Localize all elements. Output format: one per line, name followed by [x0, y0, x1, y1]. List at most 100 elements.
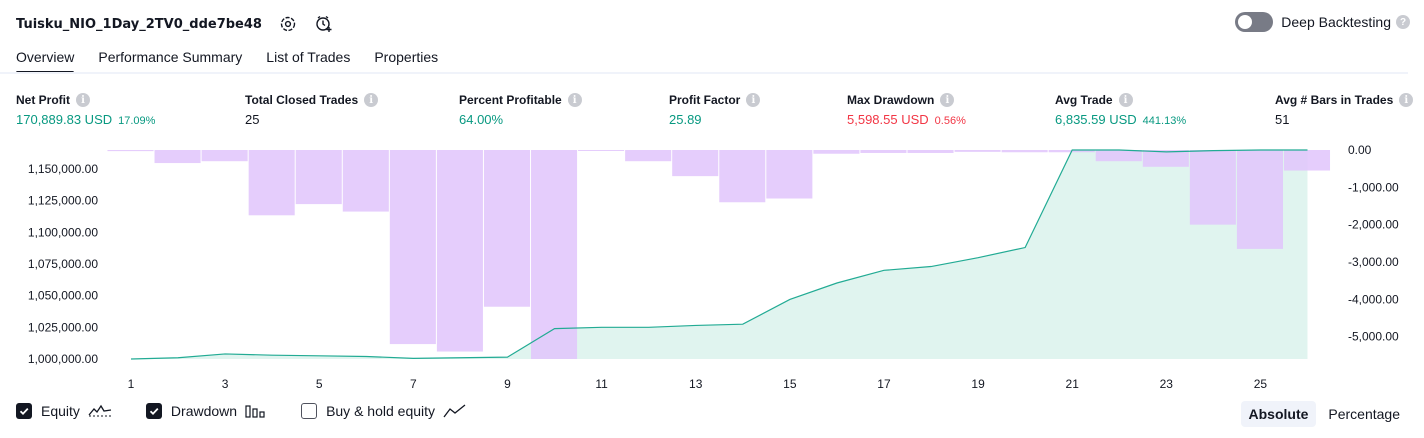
drawdown-label: Drawdown	[170, 403, 238, 419]
drawdown-bar	[483, 150, 531, 307]
strategy-title: Tuisku_NIO_1Day_2TV0_dde7be48	[16, 16, 262, 32]
drawdown-bar	[436, 150, 483, 352]
metric-net-profit: Net Profit i 170,889.83 USD 17.09%	[16, 93, 155, 127]
metric-avg-trade: Avg Trade i 6,835.59 USD 441.13%	[1055, 93, 1186, 127]
help-icon[interactable]: ?	[1396, 15, 1410, 29]
drawdown-bar	[389, 150, 436, 345]
legend-drawdown[interactable]: Drawdown	[145, 403, 267, 419]
info-icon[interactable]: i	[1399, 93, 1414, 107]
chart-legend: Equity Drawdown Buy & hold equity	[16, 403, 501, 419]
drawdown-bar	[107, 150, 154, 152]
tab-performance-summary[interactable]: Performance Summary	[98, 49, 243, 65]
legend-buy-hold[interactable]: Buy & hold equity	[301, 403, 467, 419]
drawdown-bar	[154, 150, 201, 164]
left-axis-tick-label: 1,075,000.00	[28, 257, 98, 271]
x-axis-tick-label: 19	[971, 377, 985, 391]
tab-properties[interactable]: Properties	[374, 49, 439, 65]
tab-bar: Overview Performance Summary List of Tra…	[16, 46, 462, 74]
right-axis-tick-label: 0.00	[1348, 143, 1372, 157]
metric-total-closed-trades: Total Closed Trades i 25	[245, 93, 379, 127]
metric-value: 6,835.59 USD	[1055, 112, 1137, 127]
x-axis-tick-label: 1	[128, 377, 135, 391]
drawdown-bar	[201, 150, 248, 162]
drawdown-bar	[954, 150, 1001, 152]
buy-hold-line-icon	[443, 403, 467, 419]
metric-value: 5,598.55 USD	[847, 112, 929, 127]
left-axis-tick-label: 1,150,000.00	[28, 162, 98, 176]
metric-max-drawdown: Max Drawdown i 5,598.55 USD 0.56%	[847, 93, 966, 127]
equity-drawdown-chart: 1,150,000.00 1,125,000.00 1,100,000.00 1,07…	[28, 143, 1399, 391]
info-icon[interactable]: i	[567, 93, 582, 107]
equity-checkbox[interactable]	[16, 403, 32, 419]
metric-avg-bars-in-trades: Avg # Bars in Trades i 51	[1275, 93, 1414, 127]
drawdown-bar	[1001, 150, 1048, 153]
metric-percent: 0.56%	[934, 115, 966, 127]
metric-label: Percent Profitable	[459, 93, 562, 107]
metric-value: 64.00%	[459, 112, 504, 127]
left-axis-tick-label: 1,025,000.00	[28, 320, 98, 334]
equity-area	[131, 150, 1308, 359]
x-axis-tick-label: 13	[689, 377, 703, 391]
drawdown-bar	[248, 150, 295, 216]
tab-overview[interactable]: Overview	[16, 46, 75, 74]
equity-label: Equity	[41, 403, 80, 419]
metric-label: Profit Factor	[669, 93, 741, 107]
info-icon[interactable]: i	[940, 93, 955, 107]
deep-backtesting: Deep Backtesting ?	[1235, 12, 1410, 32]
metric-label: Avg # Bars in Trades	[1275, 93, 1394, 107]
drawdown-bar	[1236, 150, 1283, 249]
toggle-knob	[1238, 15, 1253, 29]
drawdown-bar	[672, 150, 719, 177]
info-icon[interactable]: i	[1118, 93, 1133, 107]
right-axis-tick-label: -5,000.00	[1348, 330, 1399, 344]
info-icon[interactable]: i	[76, 93, 90, 107]
metric-percent: 441.13%	[1142, 115, 1187, 127]
metric-label: Net Profit	[16, 93, 70, 107]
tab-divider	[0, 72, 1408, 74]
tab-list-of-trades[interactable]: List of Trades	[266, 49, 351, 65]
settings-icon[interactable]	[278, 14, 298, 34]
right-axis-tick-label: -4,000.00	[1348, 292, 1399, 306]
drawdown-checkbox[interactable]	[145, 403, 162, 419]
x-axis-tick-label: 11	[595, 377, 608, 391]
strategy-header: Tuisku_NIO_1Day_2TV0_dde7be48	[16, 12, 334, 36]
drawdown-bars-icon	[245, 403, 267, 419]
drawdown-bar	[719, 150, 766, 203]
right-axis-tick-label: -2,000.00	[1348, 218, 1399, 232]
x-axis-tick-label: 5	[316, 377, 323, 391]
left-axis-tick-label: 1,100,000.00	[28, 225, 98, 239]
info-icon[interactable]: i	[364, 93, 379, 107]
equity-line-icon	[88, 403, 112, 419]
drawdown-bar	[860, 150, 907, 153]
left-axis-tick-label: 1,000,000.00	[28, 352, 98, 366]
x-axis-tick-label: 25	[1254, 377, 1268, 391]
buy-hold-checkbox[interactable]	[301, 403, 318, 419]
x-axis-tick-label: 3	[222, 377, 229, 391]
legend-equity[interactable]: Equity	[16, 403, 112, 419]
drawdown-bar	[342, 150, 389, 212]
metric-value: 25	[245, 112, 260, 127]
absolute-button[interactable]: Absolute	[1240, 401, 1317, 427]
drawdown-bar	[625, 150, 672, 162]
metric-value: 51	[1275, 112, 1290, 127]
deep-backtesting-label: Deep Backtesting	[1281, 14, 1391, 30]
display-mode-switch: Absolute Percentage	[1237, 401, 1409, 427]
drawdown-bar	[1189, 150, 1236, 225]
percentage-button[interactable]: Percentage	[1328, 406, 1400, 422]
info-icon[interactable]: i	[746, 93, 761, 107]
metric-value: 170,889.83 USD	[16, 112, 113, 127]
deep-backtesting-toggle[interactable]	[1235, 12, 1274, 32]
drawdown-bar	[813, 150, 860, 154]
drawdown-bar	[1142, 150, 1189, 167]
buy-hold-label: Buy & hold equity	[326, 403, 436, 419]
add-alert-icon[interactable]	[314, 14, 334, 34]
equity-line	[130, 149, 1308, 360]
drawdown-bar	[766, 150, 813, 199]
metric-value: 25.89	[669, 112, 702, 127]
drawdown-bar	[295, 150, 342, 205]
x-axis-tick-label: 17	[877, 377, 891, 391]
x-axis-tick-label: 23	[1160, 377, 1174, 391]
right-axis-tick-label: -3,000.00	[1348, 255, 1399, 269]
metric-label: Avg Trade	[1055, 93, 1113, 107]
drawdown-bar	[578, 150, 625, 151]
